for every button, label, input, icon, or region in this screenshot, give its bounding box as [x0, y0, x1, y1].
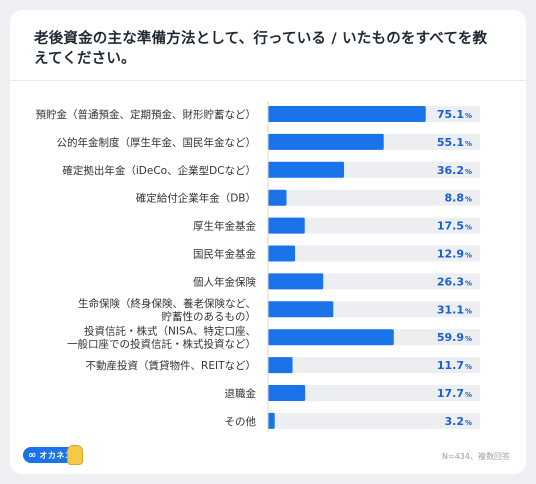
bar-track: [268, 412, 480, 429]
category-label: その他: [225, 415, 257, 428]
bar-track: [268, 245, 480, 262]
bar: [268, 357, 293, 374]
piggy-bank-icon: [67, 445, 83, 465]
category-label: 厚生年金基金: [193, 220, 256, 233]
title-divider: [10, 80, 526, 81]
category-label: 退職金: [225, 387, 257, 400]
category-label: 不動産投資（賃貸物件、REITなど）: [86, 359, 256, 372]
value-label: 26.3%: [437, 275, 472, 288]
category-label: 投資信託・株式（NISA、特定口座、一般口座での投資信託・株式投資など）: [67, 325, 256, 351]
category-label: 個人年金保険: [193, 275, 256, 288]
value-label: 17.7%: [437, 387, 472, 400]
bar: [268, 329, 394, 346]
value-label: 11.7%: [437, 359, 472, 372]
bar: [268, 412, 275, 429]
okaneco-logo: ∞ オカネコ: [23, 445, 83, 465]
bar: [268, 106, 426, 122]
value-label: 59.9%: [437, 331, 472, 344]
bar-track: [268, 217, 480, 234]
category-label: 生命保険（終身保険、養老保険など、貯蓄性のあるもの）: [78, 297, 256, 323]
bar: [268, 301, 334, 318]
bar: [268, 273, 324, 290]
value-label: 3.2%: [444, 415, 472, 428]
value-label: 55.1%: [437, 136, 472, 149]
category-label: 預貯金（普通預金、定期預金、財形貯蓄など）: [36, 108, 257, 121]
bar: [268, 217, 305, 234]
bar: [268, 189, 287, 206]
infinity-icon: ∞: [28, 449, 37, 461]
category-label: 国民年金基金: [193, 248, 256, 261]
category-label: 確定給付企業年金（DB）: [136, 192, 256, 205]
chart-title: 老後資金の主な準備方法として、行っている / いたものをすべてを教えてください。: [34, 31, 488, 67]
value-label: 8.8%: [444, 192, 472, 205]
bar-track: [268, 357, 480, 374]
category-label: 公的年金制度（厚生年金、国民年金など）: [57, 136, 257, 149]
bar: [268, 161, 345, 178]
category-label: 確定拠出年金（iDeCo、企業型DCなど）: [62, 164, 256, 177]
value-label: 75.1%: [437, 108, 472, 121]
bar-track: [268, 189, 480, 206]
value-label: 12.9%: [437, 248, 472, 261]
sample-size-note: N=434、複数回答: [442, 452, 510, 461]
value-label: 31.1%: [437, 303, 472, 316]
bar: [268, 245, 296, 262]
bar-track: [268, 385, 480, 401]
value-label: 17.5%: [437, 220, 472, 233]
bar: [268, 133, 384, 150]
value-label: 36.2%: [437, 164, 472, 177]
logo-text: オカネコ: [39, 450, 74, 460]
bar: [268, 385, 306, 401]
